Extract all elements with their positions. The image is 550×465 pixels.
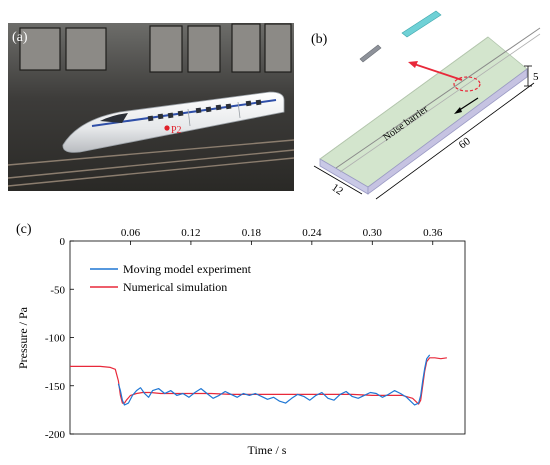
zoom-arrow — [413, 63, 463, 81]
y-tick-label: -150 — [45, 381, 66, 393]
barrier-piece-cyan — [401, 10, 442, 38]
dimension-width — [313, 165, 363, 195]
x-tick-label: 0.18 — [242, 227, 262, 239]
y-tick-label: -50 — [50, 284, 65, 296]
direction-arrow-head — [454, 107, 462, 114]
dimension-length — [375, 82, 535, 200]
panel-c-chart: (c) 0.06 0.12 0.18 0.24 0.30 0.36 0 -50 -100 -15… — [16, 222, 466, 457]
x-tick-label: 0.24 — [302, 227, 322, 239]
y-tick-label: 0 — [60, 236, 66, 248]
photo-tracks — [7, 139, 295, 187]
y-axis-ticks: 0 -50 -100 -150 -200 — [45, 236, 74, 441]
x-tick-label: 0.12 — [181, 227, 200, 239]
measurement-point-label: P2 — [171, 125, 182, 136]
panel-a-label: (a) — [12, 30, 28, 45]
y-axis-title: Pressure / Pa — [16, 306, 30, 369]
dimension-height — [524, 65, 532, 87]
panel-b-schematic: (b) Noise barrier 5 — [311, 10, 541, 200]
legend: Moving model experiment Numerical simula… — [90, 262, 252, 294]
y-tick-label: -200 — [45, 429, 66, 441]
zoom-arrow-head — [408, 61, 418, 68]
barrier-box-side — [367, 68, 528, 195]
direction-arrow — [457, 97, 479, 112]
dimension-width-label: 12 — [329, 182, 345, 198]
series-lines — [70, 354, 447, 406]
x-tick-label: 0.36 — [423, 227, 443, 239]
measurement-area-circle — [453, 76, 481, 92]
barrier-box-edge — [319, 36, 489, 160]
panel-b-label: (b) — [311, 32, 328, 47]
x-tick-label: 0.30 — [363, 227, 383, 239]
dimension-length-label: 60 — [457, 135, 473, 151]
track-centre-line-2 — [339, 33, 541, 173]
panel-c-label: (c) — [16, 222, 32, 237]
y-tick-label: -100 — [45, 333, 66, 345]
track-centre-line — [335, 27, 541, 169]
x-axis-title: Time / s — [248, 443, 287, 457]
legend-label-simulation: Numerical simulation — [123, 280, 227, 294]
panel-a-photo: P2 — [7, 23, 295, 191]
train-model — [62, 91, 285, 153]
x-tick-label: 0.06 — [121, 227, 141, 239]
simulation-series-line — [70, 357, 447, 405]
x-axis-ticks: 0.06 0.12 0.18 0.24 0.30 0.36 — [121, 227, 443, 245]
experiment-series-line — [117, 354, 431, 406]
measurement-point-marker — [164, 125, 170, 131]
legend-label-experiment: Moving model experiment — [123, 262, 252, 276]
dimension-height-label: 5 — [533, 71, 539, 83]
photo-building-windows — [19, 23, 292, 73]
barrier-piece-gray — [359, 44, 382, 63]
